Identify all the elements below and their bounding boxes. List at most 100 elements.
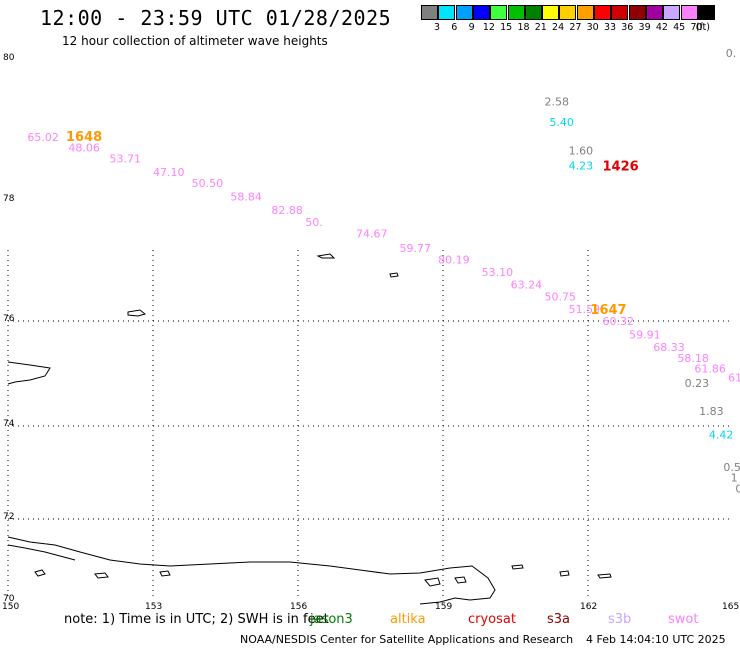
mission-label: s3b bbox=[608, 612, 632, 627]
legend-label: 36 bbox=[621, 22, 634, 33]
pass-time-labels: 1648 1426 1647 bbox=[66, 130, 639, 318]
latitude-label: 76 bbox=[3, 314, 15, 324]
wave-height-reading: 48.06 bbox=[68, 142, 100, 155]
legend-swatch bbox=[576, 5, 594, 20]
wave-height-reading: 2.58 bbox=[545, 96, 570, 109]
legend-label: 27 bbox=[569, 22, 582, 33]
lake-6 bbox=[559, 570, 570, 577]
credit-line: NOAA/NESDIS Center for Satellite Applica… bbox=[240, 633, 574, 646]
wave-height-reading: 4.23 bbox=[569, 160, 594, 173]
longitude-label: 159 bbox=[435, 602, 452, 612]
wave-height-reading: 53.10 bbox=[482, 266, 513, 279]
legend-swatch bbox=[438, 5, 456, 20]
legend-label: 30 bbox=[586, 22, 599, 33]
wave-height-reading: 0 bbox=[735, 483, 740, 496]
lake-4 bbox=[424, 577, 441, 587]
legend-unit: (ft) bbox=[695, 22, 710, 33]
wave-height-reading: 59.77 bbox=[400, 242, 432, 255]
legend-label: 70 bbox=[690, 22, 703, 33]
wave-height-reading: 82.88 bbox=[271, 204, 303, 217]
legend-swatch bbox=[542, 5, 560, 20]
wave-height-reading: 4.42 bbox=[709, 428, 734, 441]
legend-label: 39 bbox=[638, 22, 651, 33]
map-subtitle: 12 hour collection of altimeter wave hei… bbox=[62, 34, 328, 48]
mission-label: cryosat bbox=[468, 612, 516, 627]
mission-label: altika bbox=[390, 612, 426, 627]
pass-time-label: 1648 bbox=[66, 130, 102, 145]
wave-height-reading: 50. bbox=[305, 216, 323, 229]
coast-inlet bbox=[7, 544, 76, 561]
legend-swatch bbox=[628, 5, 646, 20]
legend-swatch bbox=[680, 5, 698, 20]
legend-label: 42 bbox=[655, 22, 668, 33]
wave-height-reading: 58.18 bbox=[677, 352, 709, 365]
longitude-labels: 150 153 156 159 162 165 bbox=[2, 602, 739, 612]
longitude-label: 162 bbox=[580, 602, 597, 612]
lake-3 bbox=[159, 570, 171, 577]
legend-swatch bbox=[455, 5, 473, 20]
island-west bbox=[7, 361, 51, 385]
latitude-label: 78 bbox=[3, 194, 15, 204]
island-small-1 bbox=[127, 309, 147, 317]
wave-height-reading: 63.24 bbox=[511, 279, 542, 292]
mission-label: s3a bbox=[547, 612, 571, 627]
longitude-label: 150 bbox=[2, 602, 19, 612]
wave-height-reading: 5.40 bbox=[549, 116, 574, 129]
legend-label: 45 bbox=[673, 22, 686, 33]
wave-height-reading: 60.32 bbox=[603, 315, 635, 328]
legend-swatch bbox=[697, 5, 715, 20]
island-small-2 bbox=[316, 253, 336, 259]
map-graticule bbox=[7, 250, 733, 598]
mission-label: swot bbox=[668, 612, 699, 627]
lake-1 bbox=[34, 569, 46, 577]
longitude-label: 165 bbox=[722, 602, 739, 612]
latitude-label: 70 bbox=[3, 594, 15, 604]
wave-height-reading: 1.83 bbox=[699, 405, 724, 418]
wave-height-reading: 50.75 bbox=[545, 290, 577, 303]
legend-swatch bbox=[594, 5, 611, 20]
wave-height-reading: 61.6 bbox=[728, 372, 740, 385]
lake-2 bbox=[94, 572, 109, 579]
wave-height-reading: 0. bbox=[726, 47, 737, 60]
latitude-labels: 80 78 76 74 72 70 bbox=[3, 53, 15, 604]
wave-height-reading: 58.84 bbox=[230, 190, 261, 203]
legend-swatch bbox=[507, 5, 525, 20]
legend-label: 12 bbox=[482, 22, 495, 33]
wave-height-reading: 47.10 bbox=[153, 166, 185, 179]
legend-swatch bbox=[559, 5, 577, 20]
coastline bbox=[7, 253, 612, 605]
legend-swatch bbox=[663, 5, 681, 20]
wave-height-reading: 50.50 bbox=[192, 177, 224, 190]
wave-height-reading: 53.71 bbox=[110, 152, 142, 165]
latitude-label: 72 bbox=[3, 512, 14, 522]
legend-swatch bbox=[611, 5, 629, 20]
legend-label: 33 bbox=[603, 22, 617, 33]
pass-time-label: 1647 bbox=[590, 303, 626, 318]
wave-height-reading: 1 bbox=[731, 472, 738, 485]
legend-label: 6 bbox=[451, 22, 458, 33]
legend-label: 21 bbox=[534, 22, 547, 33]
lake-5 bbox=[454, 576, 467, 584]
pass-time-label: 1426 bbox=[603, 160, 639, 175]
latitude-label: 74 bbox=[3, 419, 15, 429]
wave-height-reading: 65.02 bbox=[27, 131, 59, 144]
wave-height-reading: 0.5 bbox=[723, 461, 740, 474]
longitude-label: 153 bbox=[145, 602, 162, 612]
legend-swatch bbox=[524, 5, 542, 20]
wave-height-reading: 74.67 bbox=[356, 228, 388, 241]
longitude-label: 156 bbox=[290, 602, 307, 612]
lake-8 bbox=[511, 564, 524, 570]
legend-swatch bbox=[472, 5, 490, 20]
legend-label: 24 bbox=[552, 22, 565, 33]
wave-height-reading: 51.59 bbox=[569, 303, 601, 316]
wave-height-reading: 0.23 bbox=[685, 377, 710, 390]
legend-label: 3 bbox=[433, 22, 441, 33]
legend-label: 15 bbox=[500, 22, 513, 33]
wave-height-reading: 61.86 bbox=[694, 362, 726, 375]
lake-7 bbox=[597, 573, 612, 579]
footer-note: note: 1) Time is in UTC; 2) SWH is in fe… bbox=[64, 612, 329, 627]
legend-swatch bbox=[421, 5, 438, 20]
map-title: 12:00 - 23:59 UTC 01/28/2025 bbox=[40, 6, 392, 30]
